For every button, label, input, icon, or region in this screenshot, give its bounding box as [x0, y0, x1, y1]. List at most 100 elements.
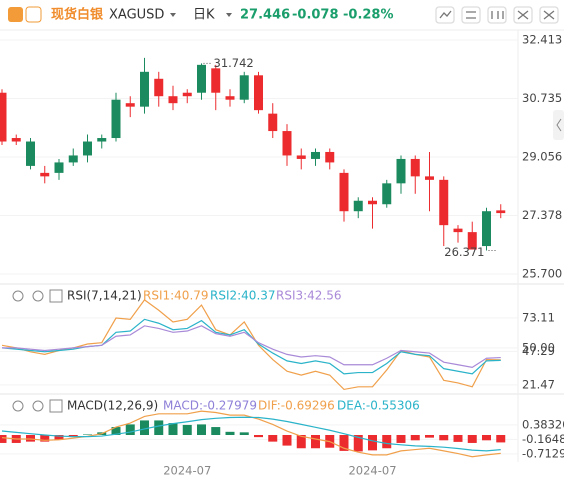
- candle-body: [168, 96, 178, 104]
- macd-bar: [467, 435, 477, 443]
- candle-body: [439, 179, 449, 226]
- candle-body: [239, 75, 249, 100]
- eye-icon[interactable]: [12, 400, 24, 412]
- candle-body: [339, 172, 349, 212]
- legend-entry: DEA:-0.55306: [337, 399, 420, 413]
- macd-bar: [225, 431, 235, 435]
- macd-bar: [396, 435, 406, 443]
- tool-button[interactable]: [487, 6, 507, 24]
- candle-body: [140, 71, 149, 107]
- candle-body: [268, 113, 278, 132]
- macd-bar: [296, 435, 306, 449]
- x-tick-label: 2024-07: [348, 464, 396, 478]
- candle-body: [296, 155, 306, 159]
- change-percent: -0.28%: [343, 8, 394, 23]
- price: 27.446: [240, 8, 290, 23]
- tool-icon: [517, 10, 529, 20]
- candle-body: [154, 78, 164, 97]
- period[interactable]: 日K: [193, 8, 215, 23]
- legend-entry: RSI3:42.56: [276, 289, 342, 303]
- x-tick-label: 2024-07: [163, 464, 211, 478]
- logo: [25, 6, 42, 23]
- macd-bar: [496, 435, 506, 443]
- tool-button[interactable]: [513, 6, 533, 24]
- candle-body: [0, 92, 7, 142]
- y-tick-label: 29.056: [522, 149, 562, 163]
- macd-bar: [239, 432, 249, 435]
- settings-icon[interactable]: [49, 289, 63, 303]
- tool-button[interactable]: [435, 6, 455, 24]
- macd-bar: [140, 420, 149, 435]
- y-tick-label: -0.16487: [522, 432, 564, 446]
- dropdown-arrow[interactable]: [170, 13, 176, 17]
- candle-body: [54, 162, 64, 173]
- change: -0.078: [292, 8, 339, 23]
- candle-body: [425, 176, 434, 180]
- candle-body: [254, 75, 263, 111]
- macd-bar: [282, 435, 292, 446]
- y-tick-label: 25.700: [522, 266, 562, 280]
- y-tick-label: 30.735: [522, 91, 562, 105]
- gear-icon[interactable]: [32, 290, 44, 302]
- macd-bar: [54, 435, 64, 440]
- candle-body: [282, 131, 292, 156]
- tool-icon: [491, 11, 504, 19]
- side-handle-icon: [556, 118, 562, 132]
- candle-body: [368, 200, 377, 205]
- y-tick-label: 0.38320: [522, 417, 564, 431]
- macd-bar: [40, 435, 50, 442]
- macd-bar: [197, 424, 206, 435]
- macd-bar: [254, 435, 263, 438]
- settings-icon[interactable]: [49, 399, 63, 413]
- candle-body: [410, 158, 420, 177]
- candle-body: [111, 99, 121, 139]
- logo: [8, 7, 23, 22]
- macd-bar: [368, 435, 377, 451]
- annotation: 26.371: [444, 245, 484, 259]
- candle-body: [325, 151, 335, 163]
- candle-body: [182, 92, 192, 97]
- gear-icon[interactable]: [32, 400, 44, 412]
- macd-bar: [168, 423, 178, 435]
- macd-bar: [0, 435, 7, 443]
- indicator-title: MACD(12,26,9): [67, 399, 158, 413]
- y-tick-label: 73.11: [522, 310, 555, 324]
- side-handle[interactable]: [553, 110, 564, 140]
- candle-body: [40, 172, 50, 177]
- candle-body: [197, 64, 206, 93]
- candle-body: [211, 68, 221, 93]
- y-tick-label: 32.413: [522, 33, 562, 47]
- eye-icon[interactable]: [12, 290, 24, 302]
- indicator-line: [1, 416, 501, 452]
- candle-body: [11, 138, 21, 142]
- tool-button[interactable]: [539, 6, 559, 24]
- macd-bar: [26, 435, 35, 442]
- candle-body: [125, 103, 135, 107]
- y-tick-label: 27.378: [522, 208, 562, 222]
- tool-icon: [466, 11, 476, 19]
- instrument-name[interactable]: 现货白银: [51, 7, 104, 23]
- dropdown-arrow[interactable]: [226, 13, 232, 17]
- macd-bar: [453, 435, 463, 442]
- y-tick-label: 21.47: [522, 377, 555, 391]
- candle-body: [225, 96, 235, 100]
- legend-entry: MACD:-0.27979: [163, 399, 257, 413]
- annotation: 31.742: [214, 56, 254, 70]
- candle-body: [26, 141, 35, 166]
- legend-entry: DIF:-0.69296: [258, 399, 335, 413]
- candle-body: [382, 183, 392, 205]
- indicator-title: RSI(7,14,21): [67, 289, 142, 303]
- macd-bar: [268, 435, 278, 442]
- macd-bar: [154, 420, 164, 435]
- macd-bar: [83, 434, 92, 435]
- legend-entry: RSI2:40.37: [210, 289, 276, 303]
- candle-body: [353, 200, 363, 212]
- candle-body: [83, 141, 92, 156]
- tool-button[interactable]: [461, 6, 481, 24]
- macd-bar: [439, 435, 449, 441]
- symbol[interactable]: XAGUSD: [109, 8, 164, 23]
- macd-bar: [482, 435, 491, 441]
- legend-entry: RSI1:40.79: [143, 289, 209, 303]
- candle-body: [97, 138, 107, 142]
